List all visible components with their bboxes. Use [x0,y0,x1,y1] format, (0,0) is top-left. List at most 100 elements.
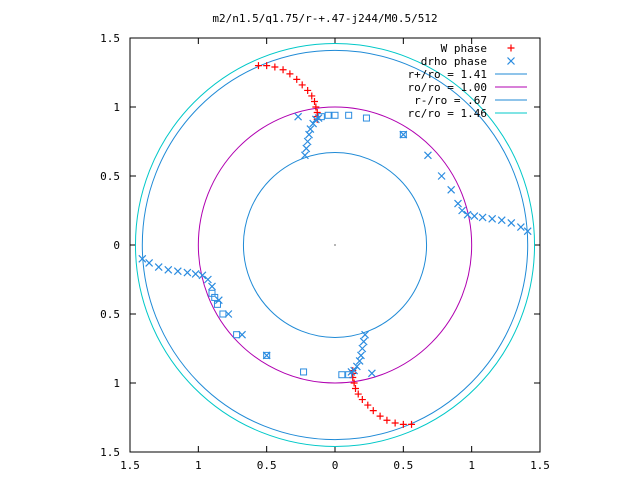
x-tick-label: 0.5 [393,459,413,472]
drho-square-point [338,371,346,379]
w-phase-point [352,385,359,393]
w-phase-point [383,416,391,424]
drho-square-point [331,111,339,119]
drho-phase-point [138,254,147,263]
data-points [138,62,532,428]
drho-phase-point [497,216,506,225]
y-tick-label: 0 [113,239,120,252]
w-phase-point [311,97,318,105]
drho-square-point [213,300,221,308]
w-phase-point [308,92,316,100]
drho-phase-point [488,214,497,223]
legend-label: drho phase [421,55,487,68]
w-phase-point [408,420,416,428]
drho-phase-point [145,259,154,267]
y-tick-label: 1.5 [100,446,120,459]
drho-phase-point [164,265,173,274]
w-phase-point [312,103,320,111]
y-tick-label: 0.5 [100,308,120,321]
axis-ticks: 1.5 1 0.5 0 0.5 1 1.51.510.500.511.5 [100,32,550,472]
w-phase-point [254,62,262,70]
w-phase-point [354,390,362,398]
x-tick-label: 0 [332,459,339,472]
drho-phase-point [203,275,212,284]
drho-phase-point [358,344,367,353]
legend-marker-sample [507,57,515,65]
drho-square-point [208,289,216,297]
drho-phase-point [208,282,216,291]
drho-phase-point [183,268,192,277]
w-phase-point [399,420,407,428]
legend-label: rc/ro = 1.46 [408,107,487,120]
w-phase-point [279,66,287,74]
legend-label: W phase [441,42,487,55]
drho-phase-point [361,330,369,339]
drho-phase-point [303,137,312,146]
drho-phase-point [262,351,271,360]
drho-phase-point [478,213,487,222]
drho-phase-point [294,112,303,121]
w-phase-point [298,81,306,89]
drho-phase-point [302,144,311,153]
y-tick-label: 1 [113,377,120,390]
w-phase-point [391,419,399,427]
drho-phase-point [355,356,364,365]
x-tick-label: 1.5 [120,459,140,472]
origin-dot [334,244,336,246]
drho-phase-point [198,271,207,280]
drho-square-point [219,310,227,318]
drho-square-point [324,111,332,119]
drho-phase-point [470,212,479,220]
y-tick-label: 1 [113,101,120,114]
x-tick-label: 1.5 [530,459,550,472]
drho-phase-point [301,151,309,160]
drho-square-point [362,114,370,122]
circle-series-line [134,43,536,447]
drho-square-point [317,113,325,121]
x-tick-label: 1 [468,459,475,472]
drho-square-point [345,371,353,379]
drho-phase-point [454,199,462,208]
chart-title: m2/n1.5/q1.75/r-+.47-j244/M0.5/512 [212,12,437,25]
drho-phase-point [523,227,532,236]
drho-phase-point [463,210,472,219]
y-tick-label: 1.5 [100,32,120,45]
circle-series-line [197,106,473,384]
w-phase-point [369,407,377,415]
drho-square-point [263,351,271,359]
drho-phase-point [516,223,525,231]
drho-square-point [300,368,308,376]
w-phase-point [304,86,312,94]
y-tick-label: 0.5 [100,170,120,183]
drho-square-point [345,111,353,119]
drho-phase-point [214,296,223,305]
w-phase-point [376,412,384,420]
drho-phase-point [154,263,163,272]
drho-phase-point [507,218,516,227]
drho-phase-point [367,369,376,378]
legend-label: ro/ro = 1.00 [408,81,487,94]
drho-phase-point [399,130,408,139]
drho-phase-point [359,337,368,346]
w-phase-point [293,75,301,83]
drho-phase-point [306,125,315,134]
drho-square-point [233,331,241,339]
drho-phase-point [437,172,446,180]
drho-phase-point [424,151,432,160]
w-phase-point [263,62,271,70]
x-tick-label: 0.5 [257,459,277,472]
drho-phase-point [173,267,182,276]
drho-phase-point [447,185,456,194]
reference-circles [134,43,536,447]
w-phase-point [271,63,279,71]
w-phase-point [364,401,372,409]
w-phase-point [358,396,366,404]
drho-phase-point [191,270,200,278]
legend-marker-sample [507,44,515,52]
legend-label: r+/ro = 1.41 [408,68,487,81]
w-phase-point [286,70,294,78]
drho-phase-point [458,206,467,215]
